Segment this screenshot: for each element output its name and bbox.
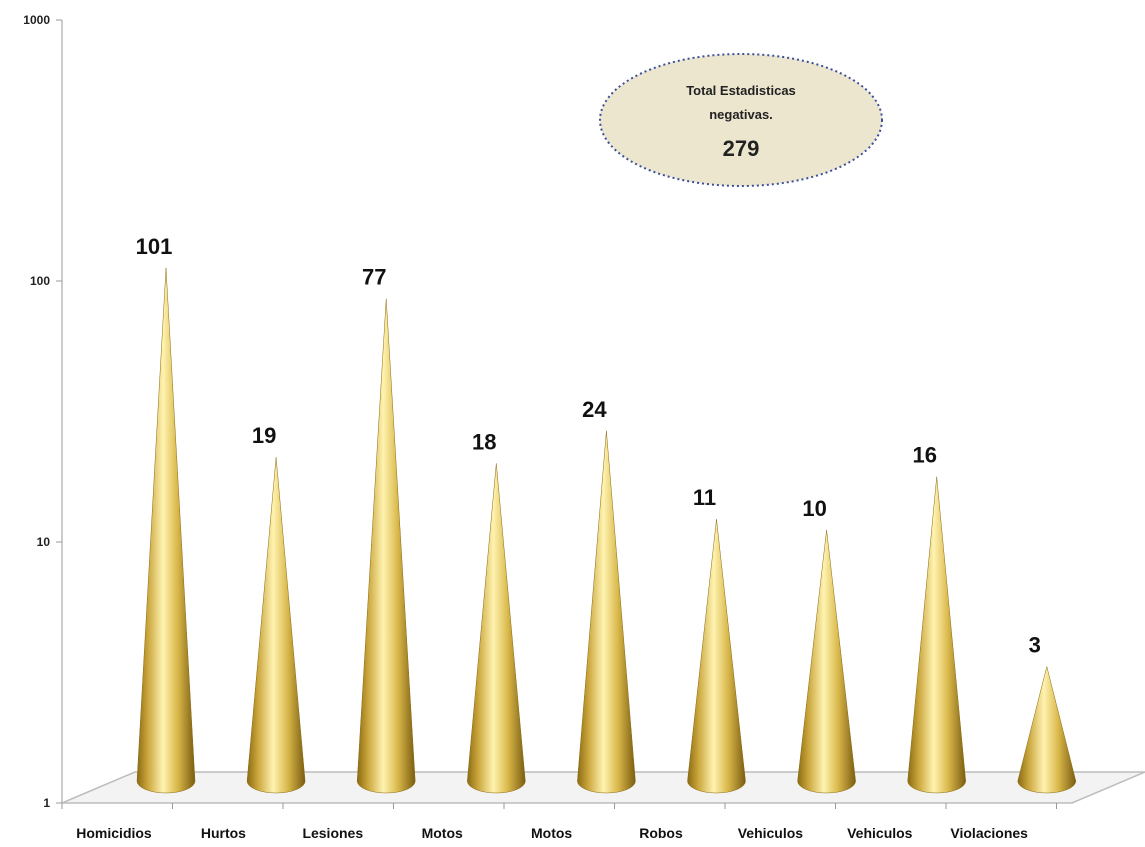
data-label: 3: [1029, 632, 1041, 657]
cone-bar: [467, 463, 526, 794]
y-tick-group: 1 10 100 1000: [23, 13, 62, 810]
category-label: Motos: [531, 825, 572, 841]
cone-series: [136, 267, 1077, 794]
y-tick-label: 1: [43, 796, 50, 810]
data-label: 101: [136, 234, 173, 259]
total-annotation-ellipse: [599, 53, 883, 187]
category-label: Vehiculos: [847, 825, 913, 841]
category-label: Motos: [422, 825, 463, 841]
total-annotation: Total Estadisticas negativas. 279: [599, 53, 883, 187]
annotation-line-1: Total Estadisticas: [686, 83, 796, 98]
cone-bar: [577, 430, 636, 794]
data-label: 11: [693, 485, 716, 510]
category-label: Robos: [639, 825, 683, 841]
cone-bar: [356, 298, 416, 794]
data-label-group: 101 19 77 18 24 11 10 16 3: [136, 234, 1041, 658]
data-label: 24: [582, 397, 607, 422]
category-label: Lesiones: [302, 825, 363, 841]
data-label: 77: [362, 265, 386, 290]
x-tick-group: [61, 803, 1057, 809]
cone-bar: [246, 457, 306, 794]
cone-bar: [907, 476, 966, 794]
cone-bar: [1017, 666, 1077, 794]
data-label: 19: [252, 423, 276, 448]
y-tick-label: 100: [30, 274, 50, 288]
category-label: Violaciones: [950, 825, 1028, 841]
cone-bar: [136, 267, 196, 794]
category-label: Homicidios: [76, 825, 152, 841]
category-label: Hurtos: [201, 825, 246, 841]
cone-bar: [687, 519, 746, 794]
annotation-total: 279: [723, 136, 760, 161]
cone-bar: [797, 529, 856, 794]
y-tick-label: 1000: [23, 13, 50, 27]
category-label-group: Homicidios Hurtos Lesiones Motos Motos Robos V…: [76, 825, 1028, 841]
data-label: 10: [802, 496, 826, 521]
annotation-line-2: negativas.: [709, 107, 773, 122]
y-tick-label: 10: [37, 535, 51, 549]
data-label: 16: [912, 443, 936, 468]
category-label: Vehiculos: [738, 825, 804, 841]
data-label: 18: [472, 429, 496, 454]
